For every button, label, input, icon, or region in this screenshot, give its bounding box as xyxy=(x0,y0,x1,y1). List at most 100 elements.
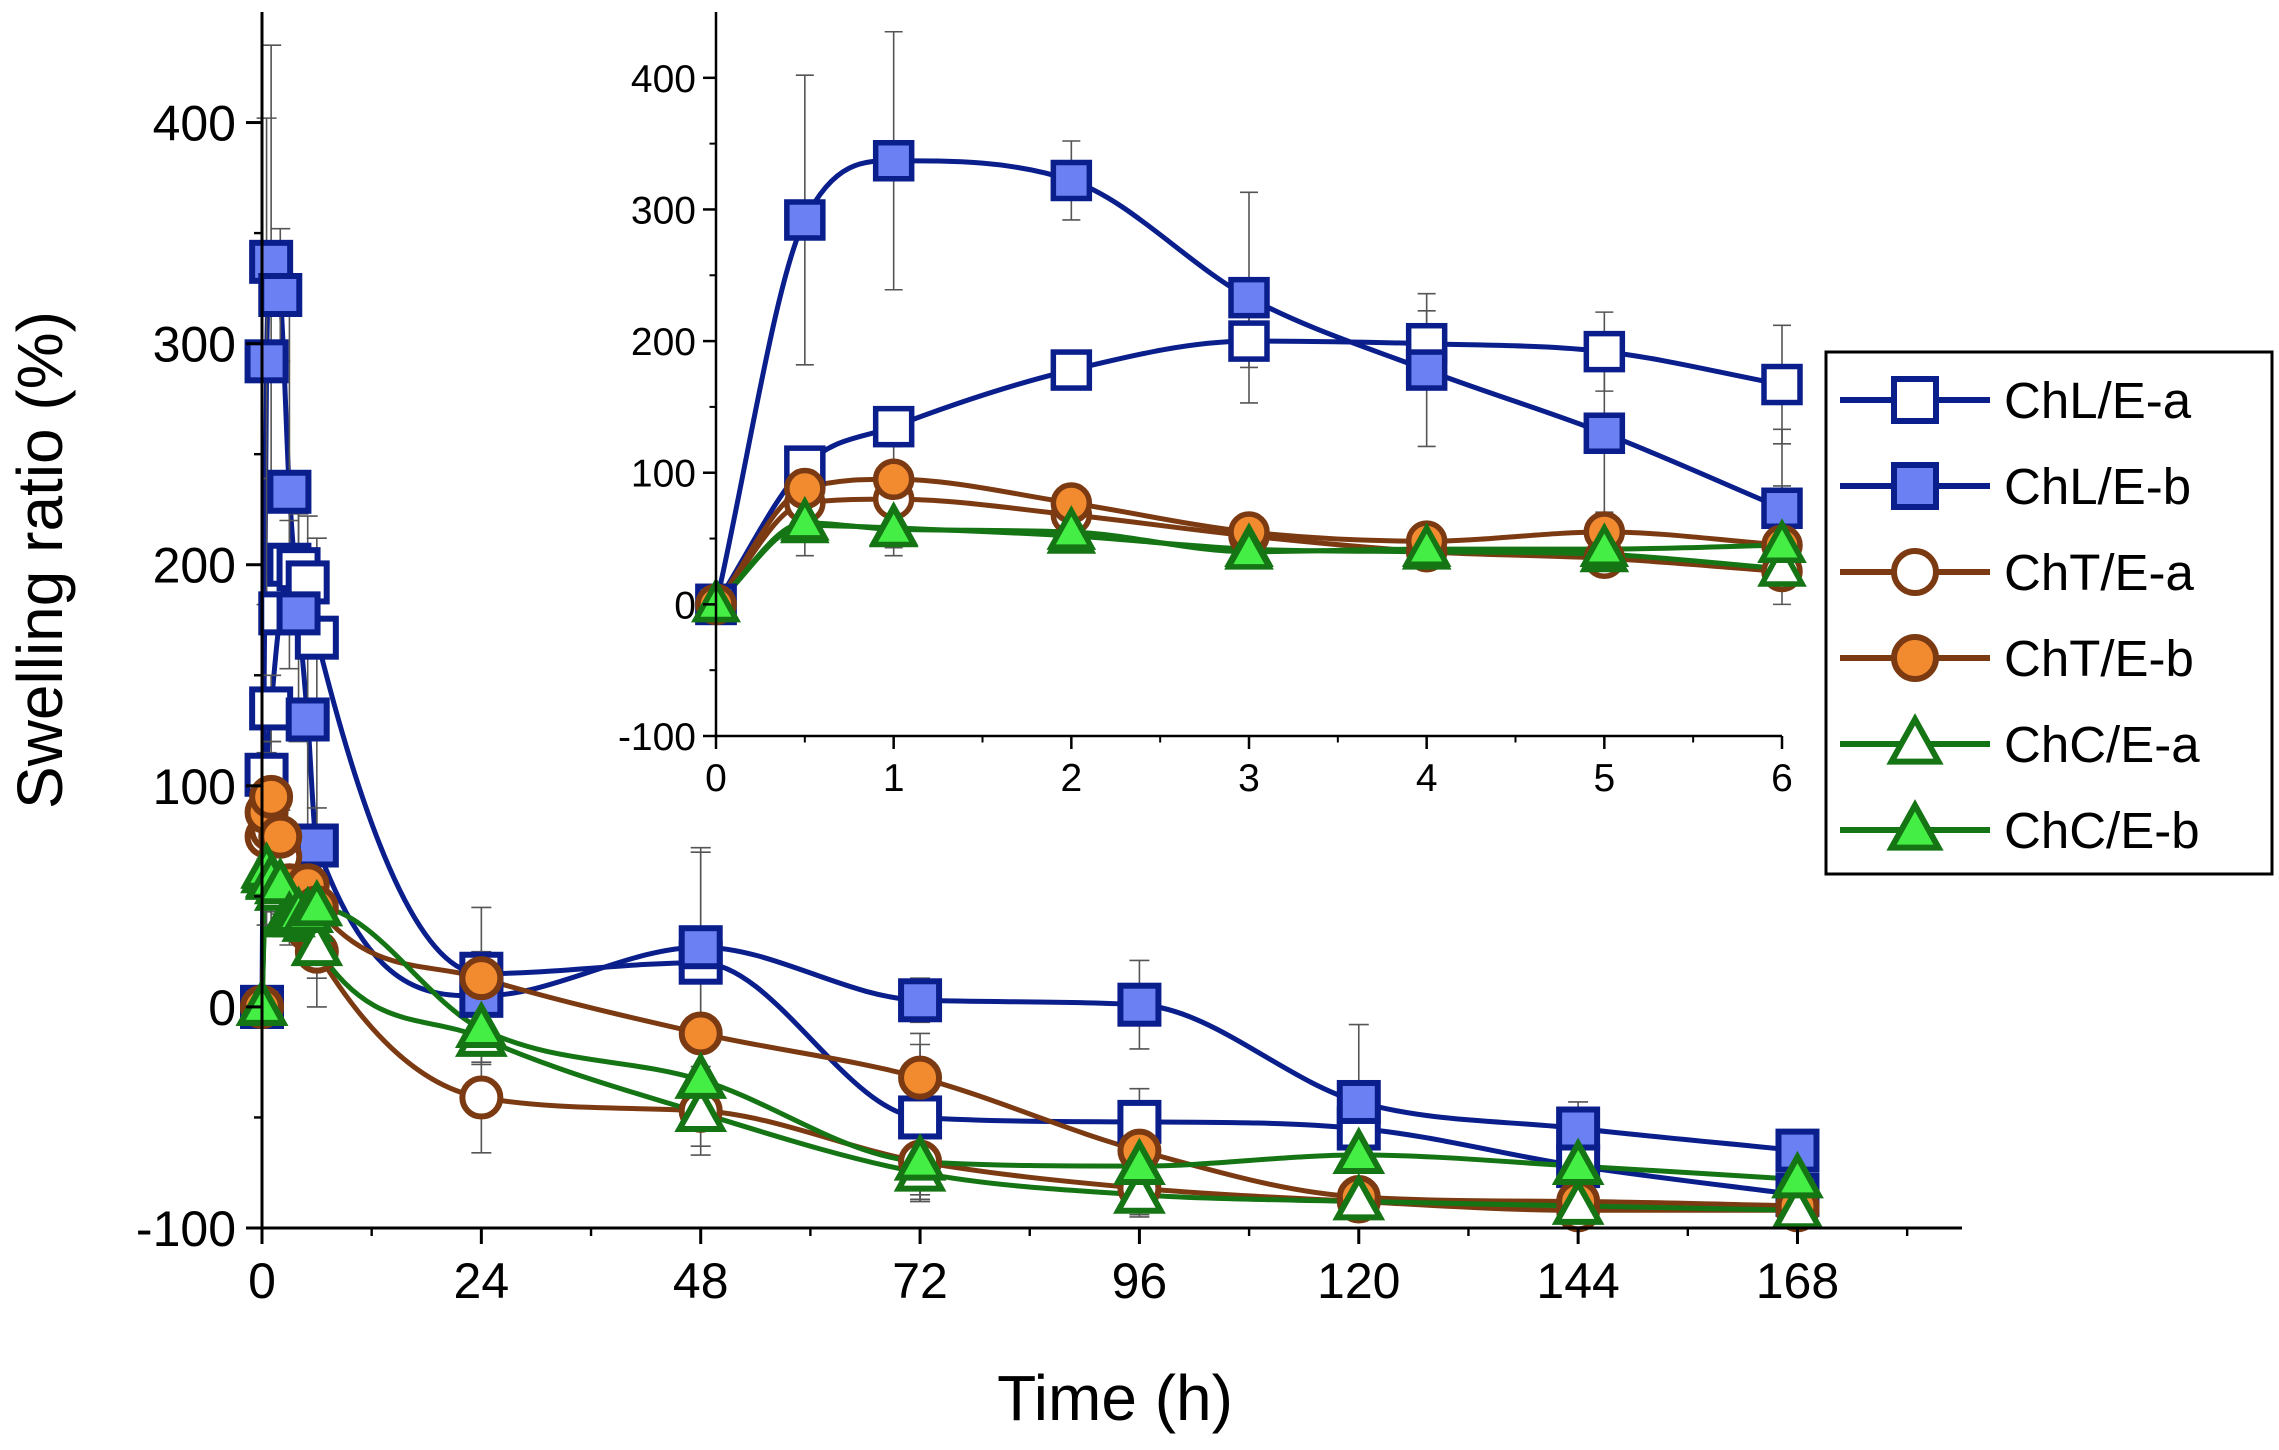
main-y-tick-label: 0 xyxy=(208,980,236,1036)
inset-marker-chl-e-b xyxy=(1228,276,1270,319)
main-marker-chc-e-b xyxy=(290,878,344,927)
main-x-tick-label: 168 xyxy=(1756,1253,1839,1309)
inset-marker-chl-e-a xyxy=(1761,363,1803,406)
main-marker-chc-e-a xyxy=(1332,1172,1386,1221)
main-x-tick-label: 120 xyxy=(1317,1253,1400,1309)
inset-marker-chl-e-b xyxy=(784,199,826,241)
main-marker-chl-e-b xyxy=(276,591,321,636)
legend-item-cht-e-b: ChT/E-b xyxy=(1840,630,2194,687)
inset-marker-chc-e-b xyxy=(1401,522,1452,567)
inset-background xyxy=(712,12,1782,736)
main-marker-chc-e-b xyxy=(1771,1150,1824,1199)
inset-y-tick-label: 100 xyxy=(631,453,696,496)
main-marker-cht-e-b xyxy=(898,1055,943,1100)
legend-label-chl-e-a: ChL/E-a xyxy=(2004,372,2192,429)
main-marker-chl-e-b xyxy=(294,823,339,868)
legend-marker-cht-e-b xyxy=(1891,634,1939,682)
main-marker-cht-e-a xyxy=(459,1075,504,1120)
inset-y-tick-label: 200 xyxy=(631,321,696,364)
inset-marker-chc-e-b xyxy=(1046,505,1097,550)
legend-label-chl-e-b: ChL/E-b xyxy=(2004,458,2191,515)
inset-marker-chl-e-a xyxy=(1050,349,1093,391)
inset-marker-chl-e-b xyxy=(1405,349,1448,391)
legend-label-cht-e-b: ChT/E-b xyxy=(2004,630,2194,687)
inset-x-tick-label: 5 xyxy=(1593,757,1615,800)
x-axis-title: Time (h) xyxy=(997,1362,1233,1434)
main-marker-chc-e-b xyxy=(253,856,307,905)
main-x-tick-label: 0 xyxy=(248,1253,276,1309)
inset-x-tick-label: 2 xyxy=(1060,757,1082,800)
main-marker-chl-e-b xyxy=(898,978,943,1023)
legend-item-chl-e-a: ChL/E-a xyxy=(1840,372,2192,429)
main-y-tick-label: 300 xyxy=(153,317,236,373)
main-marker-chc-e-a xyxy=(1113,1166,1166,1214)
main-y-tick-label: 400 xyxy=(153,96,236,152)
inset-y-tick-label: 300 xyxy=(631,189,696,232)
main-y-tick-label: 100 xyxy=(153,759,236,815)
main-marker-chl-e-b xyxy=(244,339,289,384)
legend-item-chl-e-b: ChL/E-b xyxy=(1840,458,2191,515)
main-marker-chl-e-b xyxy=(1336,1079,1381,1124)
main-marker-chl-e-b xyxy=(678,925,723,970)
inset-x-tick-label: 0 xyxy=(705,757,727,800)
main-marker-chc-e-a xyxy=(290,918,344,967)
inset-y-tick-label: 0 xyxy=(674,584,696,627)
inset-x-tick-label: 3 xyxy=(1238,757,1260,800)
legend-items: ChL/E-a ChL/E-b ChT/E-a ChT/E-b ChC/E-a ChC/E… xyxy=(1840,372,2200,859)
legend-item-chc-e-a: ChC/E-a xyxy=(1840,713,2200,773)
main-marker-chc-e-b xyxy=(1332,1126,1386,1174)
inset-marker-chc-e-b xyxy=(1757,518,1807,563)
main-y-tick-label: 200 xyxy=(153,538,236,594)
inset-y-tick-label: -100 xyxy=(618,716,696,759)
main-marker-cht-e-b xyxy=(249,774,294,819)
inset-marker-chl-e-b xyxy=(1050,159,1093,202)
main-marker-chc-e-a xyxy=(674,1084,728,1132)
main-marker-chc-e-b xyxy=(674,1051,728,1099)
main-marker-cht-e-b xyxy=(678,1011,723,1056)
main-marker-chc-e-b xyxy=(893,1133,947,1181)
inset-marker-chc-e-b xyxy=(779,495,830,541)
legend-marker-chc-e-b xyxy=(1886,799,1944,851)
legend-marker-chl-e-b xyxy=(1891,462,1939,510)
main-marker-chl-e-b xyxy=(258,272,303,317)
inset-x-tick-label: 1 xyxy=(883,757,905,800)
inset-marker-chl-e-b xyxy=(872,139,915,182)
main-x-tick-label: 48 xyxy=(673,1253,729,1309)
main-marker-chl-e-a xyxy=(249,686,294,731)
main-marker-chl-e-b xyxy=(285,697,330,742)
inset-marker-chl-e-a xyxy=(1228,320,1270,362)
main-x-tick-label: 96 xyxy=(1112,1253,1168,1309)
legend-marker-cht-e-a xyxy=(1891,548,1939,596)
legend-item-chc-e-b: ChC/E-b xyxy=(1840,799,2200,859)
legend-label-chc-e-a: ChC/E-a xyxy=(2004,716,2200,773)
main-marker-chc-e-b xyxy=(1113,1137,1166,1186)
main-marker-chc-e-a xyxy=(1551,1177,1605,1225)
inset-marker-cht-e-b xyxy=(872,458,915,501)
inset-marker-chc-e-b xyxy=(1579,522,1630,567)
inset-markers xyxy=(691,139,1807,626)
inset-marker-chl-e-a xyxy=(1583,330,1626,373)
main-x-tick-label: 72 xyxy=(892,1253,948,1309)
main-x-tick-label: 144 xyxy=(1536,1253,1619,1309)
main-marker-chl-e-a xyxy=(898,1095,943,1140)
legend-item-cht-e-a: ChT/E-a xyxy=(1840,544,2195,601)
legend-marker-chc-e-a xyxy=(1886,713,1944,765)
legend-label-chc-e-b: ChC/E-b xyxy=(2004,802,2200,859)
main-marker-chl-e-b xyxy=(267,469,312,514)
main-marker-chc-e-a xyxy=(1771,1181,1824,1230)
main-y-tick-label: -100 xyxy=(136,1201,236,1257)
main-marker-chc-e-b xyxy=(1551,1137,1605,1186)
main-x-tick-label: 24 xyxy=(454,1253,510,1309)
inset-marker-chc-e-b xyxy=(1224,524,1274,570)
inset-marker-chc-e-a xyxy=(1757,541,1807,587)
inset-marker-chl-e-b xyxy=(1583,412,1626,454)
inset-y-tick-label: 400 xyxy=(631,58,696,101)
inset-marker-chc-e-b xyxy=(868,502,919,548)
legend-marker-chl-e-a xyxy=(1891,376,1939,424)
main-marker-chl-e-b xyxy=(1117,982,1162,1027)
